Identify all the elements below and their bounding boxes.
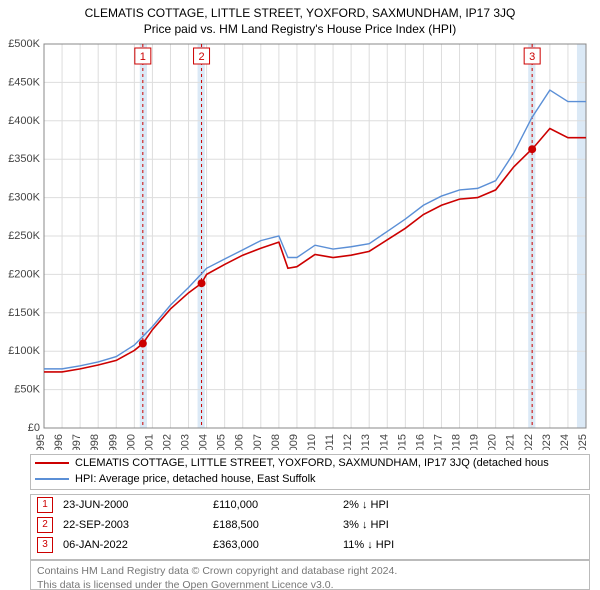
xtick-label: 2005	[216, 434, 228, 450]
sale-date: 23-JUN-2000	[63, 499, 213, 511]
xtick-label: 2024	[559, 434, 571, 450]
sale-row: 3 06-JAN-2022£363,00011% ↓ HPI	[31, 535, 589, 555]
sale-price: £188,500	[213, 519, 343, 531]
xtick-label: 1996	[53, 434, 65, 450]
xtick-label: 2003	[180, 434, 192, 450]
footer-note-panel: Contains HM Land Registry data © Crown c…	[30, 560, 590, 590]
xtick-label: 2011	[324, 434, 336, 450]
sale-diff: 3% ↓ HPI	[343, 519, 463, 531]
ytick-label: £500K	[8, 38, 40, 50]
xtick-label: 2006	[234, 434, 246, 450]
sales-panel: 1 23-JUN-2000£110,0002% ↓ HPI 2 22-SEP-2003…	[30, 494, 590, 560]
legend-row-subject: CLEMATIS COTTAGE, LITTLE STREET, YOXFORD…	[31, 455, 589, 471]
sale-marker-number: 3	[529, 51, 535, 63]
ytick-label: £50K	[14, 384, 40, 396]
sale-date: 06-JAN-2022	[63, 539, 213, 551]
sale-marker: 2	[37, 517, 53, 533]
sale-dot	[139, 340, 147, 348]
sale-price: £110,000	[213, 499, 343, 511]
sale-row: 2 22-SEP-2003£188,5003% ↓ HPI	[31, 515, 589, 535]
sale-row: 1 23-JUN-2000£110,0002% ↓ HPI	[31, 495, 589, 515]
sale-diff: 11% ↓ HPI	[343, 539, 463, 551]
ytick-label: £400K	[8, 115, 40, 127]
ytick-label: £200K	[8, 268, 40, 280]
xtick-label: 2007	[252, 434, 264, 450]
ytick-label: £150K	[8, 307, 40, 319]
legend-row-hpi: HPI: Average price, detached house, East…	[31, 471, 589, 487]
xtick-label: 2002	[161, 434, 173, 450]
sale-marker: 1	[37, 497, 53, 513]
xtick-label: 2000	[125, 434, 137, 450]
xtick-label: 2021	[505, 434, 517, 450]
footer-note-line2: This data is licensed under the Open Gov…	[37, 579, 583, 590]
xtick-label: 2004	[198, 434, 210, 450]
ytick-label: £350K	[8, 153, 40, 165]
price-chart: £0 £50K £100K £150K £200K £250K £300K £350K £400…	[0, 0, 600, 450]
xtick-label: 1998	[89, 434, 101, 450]
xtick-label: 2009	[288, 434, 300, 450]
sale-diff: 2% ↓ HPI	[343, 499, 463, 511]
xtick-label: 2023	[541, 434, 553, 450]
sale-price: £363,000	[213, 539, 343, 551]
sale-dot	[528, 145, 536, 153]
sale-marker: 3	[37, 537, 53, 553]
sale-dot	[198, 279, 206, 287]
xtick-label: 2015	[396, 434, 408, 450]
sale-date: 22-SEP-2003	[63, 519, 213, 531]
xtick-label: 2014	[378, 434, 390, 450]
ytick-label: £250K	[8, 230, 40, 242]
ytick-label: £300K	[8, 192, 40, 204]
ytick-label: £100K	[8, 345, 40, 357]
xtick-label: 2013	[360, 434, 372, 450]
xtick-label: 2010	[306, 434, 318, 450]
ytick-label: £0	[28, 422, 40, 434]
legend-swatch-subject	[35, 462, 69, 464]
legend-label-subject: CLEMATIS COTTAGE, LITTLE STREET, YOXFORD…	[75, 457, 549, 469]
xtick-label: 1995	[35, 434, 47, 450]
xtick-label: 2001	[143, 434, 155, 450]
xtick-label: 2018	[451, 434, 463, 450]
legend-label-hpi: HPI: Average price, detached house, East…	[75, 473, 316, 485]
xtick-label: 1997	[71, 434, 83, 450]
xtick-label: 2025	[577, 434, 589, 450]
legend-panel: CLEMATIS COTTAGE, LITTLE STREET, YOXFORD…	[30, 454, 590, 490]
xtick-label: 2008	[270, 434, 282, 450]
xtick-label: 1999	[107, 434, 119, 450]
legend-swatch-hpi	[35, 478, 69, 480]
xtick-label: 2020	[487, 434, 499, 450]
xtick-label: 2019	[469, 434, 481, 450]
xtick-label: 2012	[342, 434, 354, 450]
xtick-label: 2022	[523, 434, 535, 450]
xtick-label: 2016	[414, 434, 426, 450]
sale-marker-number: 2	[198, 51, 204, 63]
ytick-label: £450K	[8, 76, 40, 88]
sale-marker-number: 1	[140, 51, 146, 63]
footer-note-line1: Contains HM Land Registry data © Crown c…	[37, 565, 583, 579]
xtick-label: 2017	[432, 434, 444, 450]
